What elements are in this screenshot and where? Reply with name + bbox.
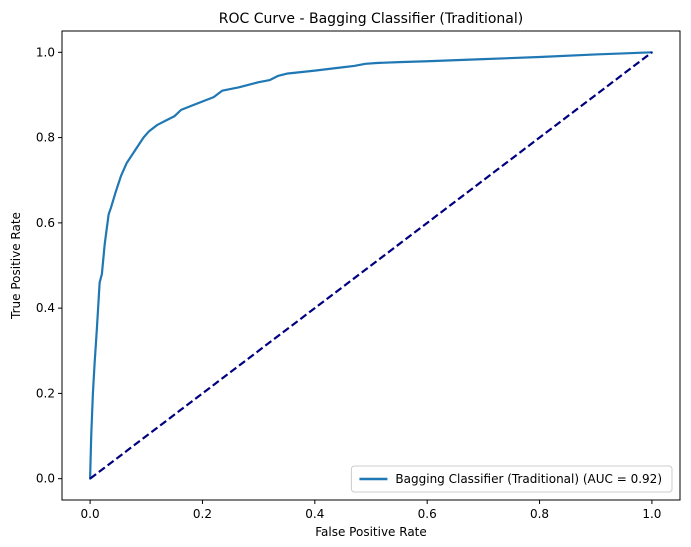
y-tick-label: 0.0 xyxy=(36,472,55,486)
roc-curve-line xyxy=(88,51,654,480)
x-tick-label: 0.6 xyxy=(418,507,437,521)
chart-title: ROC Curve - Bagging Classifier (Traditio… xyxy=(219,11,523,27)
y-tick-label: 0.8 xyxy=(36,131,55,145)
x-tick-label: 0.2 xyxy=(193,507,212,521)
diagonal-chance-line xyxy=(89,51,653,480)
y-tick-label: 0.4 xyxy=(36,301,55,315)
legend-entry-label: Bagging Classifier (Traditional) (AUC = … xyxy=(395,472,662,486)
axes-frame xyxy=(61,30,681,501)
x-tick-label: 0.8 xyxy=(530,507,549,521)
x-tick-label: 1.0 xyxy=(642,507,661,521)
x-tick-label: 0.0 xyxy=(81,507,100,521)
legend-box xyxy=(350,465,673,493)
y-tick-label: 1.0 xyxy=(36,45,55,59)
x-tick-label: 0.4 xyxy=(305,507,324,521)
x-axis-label: False Positive Rate xyxy=(315,525,427,539)
legend: Bagging Classifier (Traditional) (AUC = … xyxy=(350,465,673,493)
y-axis-label: True Positive Rate xyxy=(9,212,23,320)
plot-area: 0.0 0.2 0.4 0.6 0.8 1.0 0.0 0.2 0.4 0.6 0.8 1.0 xyxy=(36,30,681,521)
y-tick-label: 0.2 xyxy=(36,386,55,400)
y-tick-label: 0.6 xyxy=(36,216,55,230)
